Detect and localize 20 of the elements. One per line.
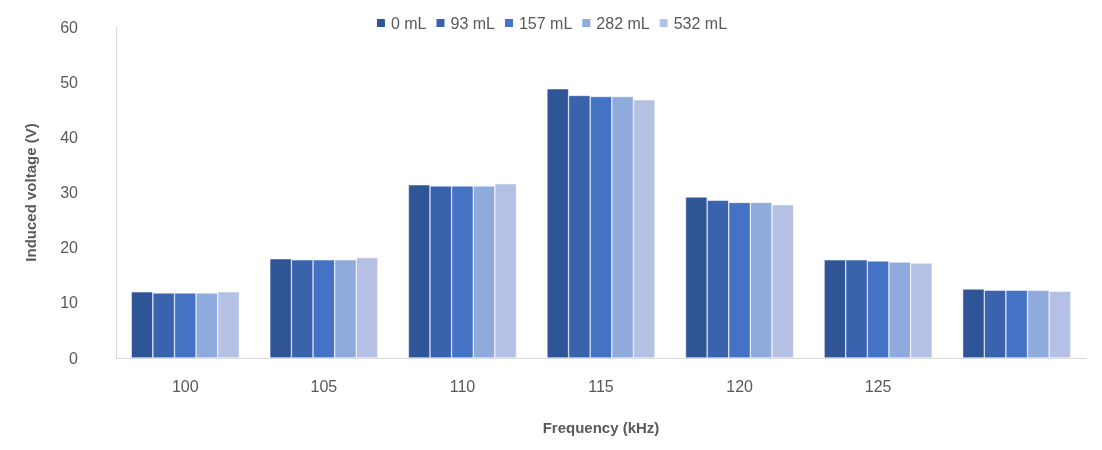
legend-label: 282 mL bbox=[596, 14, 650, 32]
y-tick-label: 40 bbox=[60, 128, 79, 146]
x-tick-label: 125 bbox=[864, 377, 892, 395]
legend-label: 93 mL bbox=[450, 14, 496, 32]
legend-label: 532 mL bbox=[673, 14, 728, 32]
y-tick-label: 30 bbox=[60, 184, 79, 201]
legend-label: 157 mL bbox=[518, 14, 573, 32]
x-tick-label: 105 bbox=[310, 377, 338, 395]
x-axis-title: Frequency (kHz) bbox=[542, 419, 660, 436]
y-tick-label: 20 bbox=[60, 239, 79, 257]
y-tick-label: 10 bbox=[60, 294, 79, 312]
y-tick-label: 50 bbox=[60, 73, 79, 91]
x-tick-label: 100 bbox=[171, 377, 199, 395]
y-tick-label: 0 bbox=[69, 349, 79, 367]
y-tick-label: 60 bbox=[60, 18, 79, 36]
x-tick-label: 115 bbox=[588, 377, 614, 395]
legend-label: 0 mL bbox=[390, 14, 427, 32]
x-tick-label: 120 bbox=[726, 377, 754, 395]
y-axis-title: Induced voltage (V) bbox=[22, 123, 39, 262]
x-tick-label: 110 bbox=[449, 377, 476, 395]
